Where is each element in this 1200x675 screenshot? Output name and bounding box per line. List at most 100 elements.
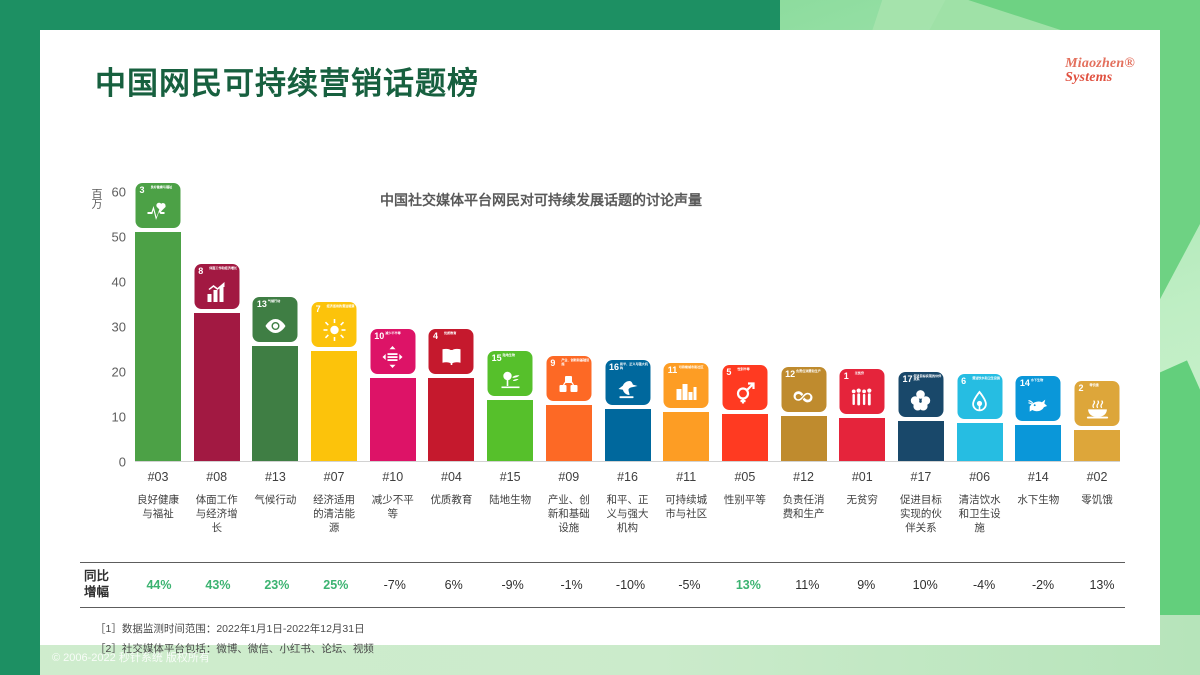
y-axis-tick: 50: [111, 229, 126, 245]
bar[interactable]: [428, 377, 475, 461]
bowl-icon: [1075, 395, 1120, 424]
yoy-value: -2%: [1031, 578, 1055, 592]
bar[interactable]: [839, 418, 886, 461]
x-axis-name: 负责任消费和生产: [782, 494, 825, 521]
sdg-number: 1: [843, 371, 849, 382]
y-axis-title: 百万: [90, 188, 102, 208]
x-axis-label-group: #04 优质教育: [428, 470, 474, 536]
bar-column[interactable]: 6 清洁饮水和卫生设施: [956, 192, 1003, 461]
sdg-caption: 性别平等: [737, 366, 750, 371]
x-axis-name: 清洁饮水和卫生设施: [958, 494, 1001, 535]
yoy-value: 25%: [323, 578, 349, 592]
bar[interactable]: [311, 350, 358, 461]
sdg-caption: 气候行动: [267, 299, 281, 304]
chart-title: 中国社交媒体平台网民对可持续发展话题的讨论声量: [380, 192, 702, 208]
growth-chart-icon: [194, 278, 239, 307]
bar-column[interactable]: 15 陆地生物: [487, 192, 534, 461]
bar-column[interactable]: 10 减少不平等: [369, 192, 416, 461]
sdg-caption: 可持续城市和社区: [678, 364, 704, 369]
x-axis-name: 体面工作与经济增长: [195, 494, 238, 535]
eye-earth-icon: [253, 311, 298, 340]
bar-column[interactable]: 17 促进目标实现的伙伴关系: [897, 192, 944, 461]
bar[interactable]: [1074, 429, 1120, 461]
bar-column[interactable]: 12 负责任消费和生产: [780, 192, 827, 461]
y-axis-tick: 10: [111, 409, 126, 425]
sdg-badge-04: 4 优质教育: [428, 328, 474, 374]
sdg-badge-07: 7 经济适用的清洁能源: [311, 301, 357, 347]
x-axis-label-group: #03 良好健康与福祉: [135, 470, 181, 536]
sdg-badge-02: 2 零饥饿: [1074, 380, 1120, 426]
sdg-number: 15: [491, 353, 502, 364]
y-axis-tick: 0: [118, 454, 126, 470]
x-axis-name: 促进目标实现的伙伴关系: [899, 494, 942, 535]
y-axis-tick: 20: [111, 364, 126, 380]
x-axis-label-group: #07 经济适用的清洁能源: [311, 470, 357, 536]
bar[interactable]: [369, 377, 416, 461]
sdg-number: 13: [256, 299, 267, 310]
x-axis-code: #08: [206, 470, 228, 484]
x-axis-name: 经济适用的清洁能源: [313, 494, 356, 535]
yoy-value: 23%: [264, 578, 290, 592]
yoy-value: -5%: [678, 578, 701, 592]
bar[interactable]: [252, 346, 299, 461]
x-axis-code: #12: [793, 470, 814, 484]
bar-column[interactable]: 1 无贫穷: [839, 192, 886, 461]
sdg-badge-09: 9 产业、创新和基础设施: [546, 355, 592, 401]
bar[interactable]: [135, 231, 181, 461]
footnote: ［1］数据监测时间范围：2022年1月1日-2022年12月31日: [95, 623, 365, 635]
sdg-number: 7: [315, 303, 321, 314]
bar-column[interactable]: 4 优质教育: [428, 192, 475, 461]
bar-column[interactable]: 11 可持续城市和社区: [663, 192, 710, 461]
bar[interactable]: [956, 422, 1003, 461]
x-axis-code: #16: [617, 470, 638, 484]
bar[interactable]: [897, 420, 944, 461]
tree-bird-icon: [488, 365, 533, 394]
yoy-row: 同比 增幅 44% 43% 23% 25% -7% 6% -9% -1% -10% -5% 13% 1…: [80, 562, 1125, 608]
bar-column[interactable]: 5 性别平等: [721, 192, 768, 461]
sdg-caption: 产业、创新和基础设施: [561, 357, 590, 366]
yoy-row-label: 同比 增幅: [80, 569, 135, 600]
bar[interactable]: [487, 400, 534, 461]
x-axis-name: 陆地生物: [489, 494, 532, 506]
x-axis-code: #17: [910, 470, 932, 484]
bar-column[interactable]: 16 和平、正义与强大机构: [604, 192, 651, 461]
sdg-number: 9: [550, 357, 556, 368]
sdg-badge-08: 8 体面工作和经济增长: [194, 263, 240, 309]
sdg-badge-17: 17 促进目标实现的伙伴关系: [898, 371, 944, 417]
bar-column[interactable]: 14 水下生物: [1015, 192, 1062, 461]
sdg-number: 4: [432, 330, 438, 341]
bar[interactable]: [193, 312, 240, 461]
copyright-text: © 2006-2022 秒针系统 版权所有: [52, 652, 210, 664]
sdg-badge-03: 3 良好健康与福祉: [135, 182, 181, 228]
bar[interactable]: [663, 411, 710, 461]
bar-column[interactable]: 3 良好健康与福祉: [135, 182, 181, 461]
page-title: 中国网民可持续营销话题榜: [95, 66, 479, 101]
x-axis-code: #02: [1086, 470, 1108, 484]
slide-card: 中国网民可持续营销话题榜 Miaozhen® Systems 百万 中国社交媒体…: [40, 30, 1160, 655]
x-axis-label-group: #01 无贫穷: [839, 470, 885, 536]
x-axis-code: #13: [264, 470, 286, 484]
chart-container: 百万 中国社交媒体平台网民对可持续发展话题的讨论声量 60 50 40 30 20 10 0…: [80, 130, 1125, 470]
bar-column[interactable]: 9 产业、创新和基础设施: [545, 192, 592, 461]
x-axis-label-group: #17 促进目标实现的伙伴关系: [898, 470, 944, 536]
bar[interactable]: [721, 413, 768, 461]
bar-column[interactable]: 8 体面工作和经济增长: [193, 192, 240, 461]
x-axis-name: 优质教育: [430, 494, 473, 506]
bar[interactable]: [1015, 425, 1062, 461]
x-axis-label-group: #12 负责任消费和生产: [781, 470, 827, 536]
bar-column[interactable]: 7 经济适用的清洁能源: [311, 192, 358, 461]
bar[interactable]: [780, 416, 827, 461]
sun-icon: [312, 316, 357, 345]
sdg-number: 2: [1078, 382, 1084, 393]
sdg-caption: 负责任消费和生产: [796, 369, 821, 373]
bar[interactable]: [545, 404, 592, 461]
dove-gavel-icon: [605, 374, 650, 403]
bar-column[interactable]: 13 气候行动: [252, 192, 299, 461]
sdg-caption: 促进目标实现的伙伴关系: [913, 373, 942, 382]
bar[interactable]: [604, 409, 651, 461]
x-axis-code: #03: [147, 470, 169, 484]
background-left-stripe: [0, 0, 40, 675]
water-drop-icon: [957, 388, 1002, 417]
yoy-value: 43%: [205, 578, 231, 592]
bar-column[interactable]: 2 零饥饿: [1074, 192, 1120, 461]
